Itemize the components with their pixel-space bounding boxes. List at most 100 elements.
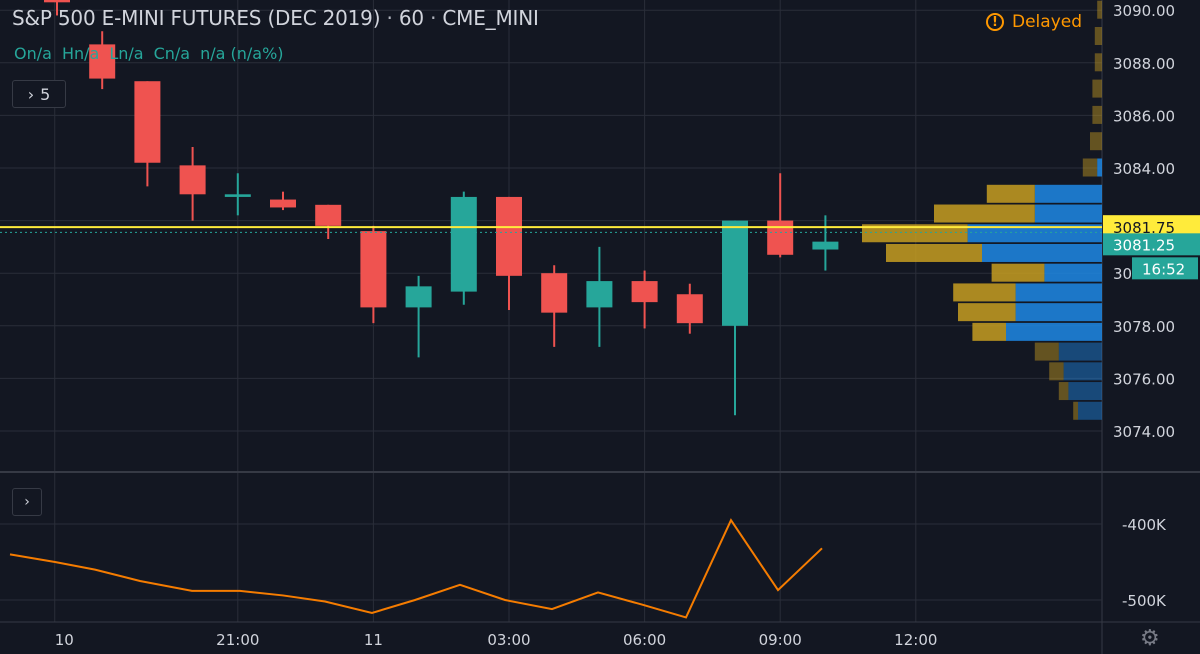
volume-profile-bar xyxy=(972,322,1006,341)
candle xyxy=(767,173,794,258)
indicator-line xyxy=(9,518,823,619)
candle-body xyxy=(767,220,794,255)
time-tick-label: 06:00 xyxy=(623,631,666,649)
candle-body xyxy=(722,220,748,326)
time-tick-label: 10 xyxy=(55,631,74,649)
current-price-label: 3081.25 xyxy=(1113,236,1175,254)
candle-body xyxy=(541,273,568,313)
price-tick-label: 3088.00 xyxy=(1113,55,1175,73)
candlestick-series xyxy=(44,0,839,416)
price-tick-label: 3076.00 xyxy=(1113,370,1175,388)
candle xyxy=(450,191,477,305)
indicators-count: 5 xyxy=(40,84,51,104)
volume-profile-bar xyxy=(986,184,1035,203)
volume-profile-bar xyxy=(1006,322,1102,341)
volume-profile-bar xyxy=(1058,342,1102,361)
candle xyxy=(44,0,70,16)
price-tick-label: 3084.00 xyxy=(1113,160,1175,178)
candle-body xyxy=(44,0,70,3)
volume-profile-bar xyxy=(1090,132,1102,151)
volume-profile-bar xyxy=(1094,53,1102,72)
countdown-label-bg xyxy=(1132,257,1198,280)
candle-body xyxy=(586,281,613,308)
ohlc-low: Ln/a xyxy=(109,44,144,63)
candle xyxy=(270,191,296,211)
volume-profile-bar xyxy=(1015,283,1102,302)
volume-profile-bar xyxy=(862,224,968,243)
volume-profile-bar xyxy=(1092,79,1102,98)
candle-body xyxy=(89,44,116,79)
candle xyxy=(631,270,658,329)
volume-profile-bar xyxy=(1078,401,1102,420)
price-axis: 3074.003076.003078.003080.003082.003084.… xyxy=(1103,2,1200,441)
ohlc-high: Hn/a xyxy=(61,44,100,63)
candle-body xyxy=(179,165,206,195)
candle-body xyxy=(224,194,251,197)
volume-profile-bar xyxy=(1068,382,1102,401)
delayed-status[interactable]: ! Delayed xyxy=(986,12,1082,32)
time-tick-label: 21:00 xyxy=(216,631,259,649)
price-tick-label: 3086.00 xyxy=(1113,107,1175,125)
volume-profile xyxy=(862,0,1102,420)
candle xyxy=(541,265,568,347)
indicator-tick-label: -500K xyxy=(1122,592,1167,610)
volume-profile-bar xyxy=(953,283,1016,302)
ohlc-close: Cn/a xyxy=(153,44,191,63)
title-separator: · xyxy=(386,6,393,30)
candle xyxy=(586,246,613,347)
pane-legend-toggle-button[interactable]: › xyxy=(12,488,42,516)
settings-gear-icon[interactable]: ⚙ xyxy=(1140,626,1160,651)
indicators-toggle-button[interactable]: › 5 xyxy=(12,80,66,108)
price-tick-label: 3090.00 xyxy=(1113,2,1175,20)
volume-profile-bar xyxy=(1063,362,1102,381)
candle xyxy=(89,31,116,90)
price-lines xyxy=(0,226,1102,233)
volume-profile-bar xyxy=(982,243,1102,262)
candle-body xyxy=(496,196,522,276)
volume-profile-bar xyxy=(1049,362,1064,381)
candle xyxy=(134,81,161,187)
volume-profile-bar xyxy=(1073,401,1078,420)
candle-body xyxy=(360,231,387,308)
candle xyxy=(179,146,206,221)
time-tick-label: 03:00 xyxy=(487,631,530,649)
volume-profile-bar xyxy=(1094,27,1102,45)
time-tick-label: 12:00 xyxy=(894,631,937,649)
candle xyxy=(360,225,387,324)
volume-profile-bar xyxy=(967,224,1102,243)
candle xyxy=(812,215,839,271)
volume-profile-bar xyxy=(991,263,1045,282)
volume-profile-bar xyxy=(1097,158,1102,177)
countdown-label: 16:52 xyxy=(1142,260,1185,278)
volume-profile-bar xyxy=(886,243,982,262)
symbol-name[interactable]: S&P 500 E-MINI FUTURES (DEC 2019) xyxy=(12,6,381,30)
volume-profile-bar xyxy=(1034,184,1102,203)
volume-profile-bar xyxy=(1082,158,1098,177)
time-tick-label: 11 xyxy=(364,631,383,649)
candle xyxy=(496,196,522,311)
candle-body xyxy=(676,294,703,324)
exchange-label: CME_MINI xyxy=(442,6,539,30)
volume-profile-bar xyxy=(1015,303,1102,322)
ohlc-open: On/a xyxy=(14,44,52,63)
ohlc-change: n/a (n/a%) xyxy=(200,44,284,63)
candle xyxy=(676,283,703,334)
candle xyxy=(405,275,432,358)
current-price-label-bg xyxy=(1103,233,1200,256)
candle xyxy=(224,173,251,216)
candle-body xyxy=(812,241,839,250)
volume-profile-bar xyxy=(958,303,1016,322)
volume-profile-bar xyxy=(1092,105,1102,124)
time-tick-label: 09:00 xyxy=(759,631,802,649)
chart-title: S&P 500 E-MINI FUTURES (DEC 2019) · 60 ·… xyxy=(12,6,539,30)
indicator-pane: -400K -500K xyxy=(0,516,1167,619)
chevron-right-icon: › xyxy=(27,84,35,104)
warning-icon: ! xyxy=(986,13,1004,31)
interval-label[interactable]: 60 xyxy=(398,6,424,30)
time-axis: 10 21:00 11 03:00 06:00 09:00 12:00 xyxy=(55,631,938,649)
volume-profile-bar xyxy=(1058,382,1069,401)
chevron-right-icon: › xyxy=(24,494,30,510)
price-tick-label: 3078.00 xyxy=(1113,318,1175,336)
volume-profile-bar xyxy=(1044,263,1102,282)
